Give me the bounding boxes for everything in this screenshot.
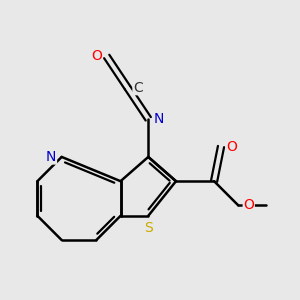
Text: O: O — [226, 140, 237, 154]
Text: S: S — [144, 221, 153, 235]
Text: O: O — [91, 50, 102, 64]
Text: N: N — [154, 112, 164, 126]
Text: O: O — [243, 198, 254, 212]
Text: N: N — [46, 150, 56, 164]
Text: C: C — [133, 81, 143, 94]
